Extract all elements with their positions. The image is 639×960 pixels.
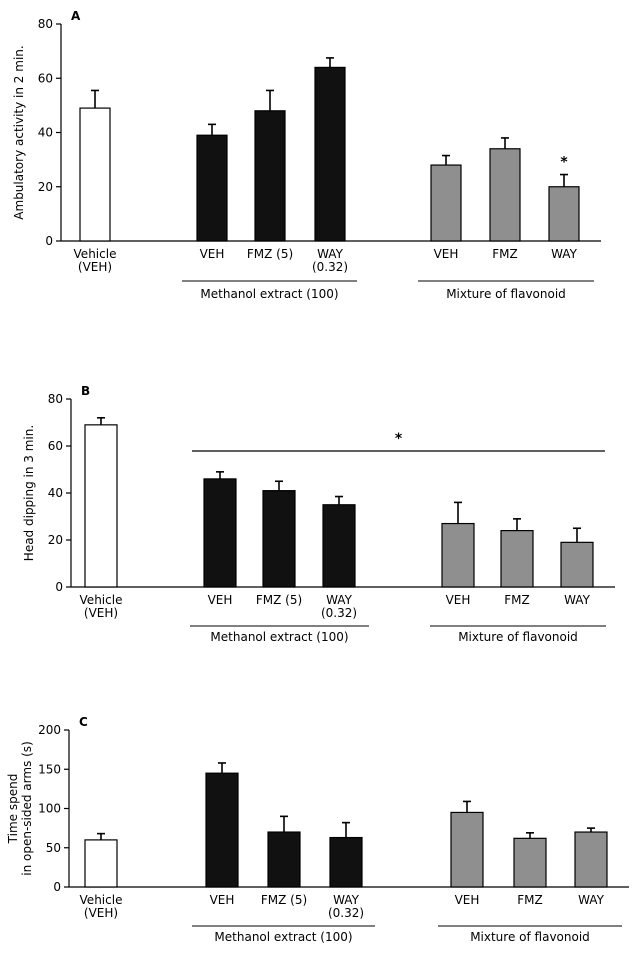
x-tick-label: (0.32) (328, 906, 364, 920)
x-tick-label: WAY (333, 893, 359, 907)
y-axis-label: in open-sided arms (s) (20, 741, 34, 876)
x-tick-label: VEH (434, 247, 459, 261)
y-tick-label: 0 (45, 234, 53, 248)
group-label: Mixture of flavonoid (446, 287, 566, 301)
x-tick-label: (VEH) (78, 260, 112, 274)
y-tick-label: 40 (38, 126, 53, 140)
group-label: Mixture of flavonoid (458, 630, 578, 644)
panel-a: A 0 20 40 60 80 Ambulatory activity in 2 min. V… (12, 9, 601, 301)
x-tick-label: Vehicle (80, 893, 123, 907)
x-tick-label: (VEH) (84, 906, 118, 920)
bar (196, 134, 228, 242)
x-tick-label: WAY (317, 247, 343, 261)
x-tick-label: FMZ (5) (256, 593, 302, 607)
x-tick-label: (VEH) (84, 606, 118, 620)
bar (489, 148, 521, 242)
y-tick-label: 20 (48, 533, 63, 547)
x-tick-label: FMZ (504, 593, 529, 607)
y-tick-label: 80 (38, 17, 53, 31)
y-tick-label: 0 (53, 880, 61, 894)
bar (84, 839, 118, 888)
panel-letter: B (81, 384, 90, 398)
y-tick-label: 50 (46, 841, 61, 855)
y-axis-label: Head dipping in 3 min. (22, 425, 36, 561)
group-label: Methanol extract (100) (214, 930, 352, 944)
x-tick-label: VEH (208, 593, 233, 607)
x-tick-label: WAY (326, 593, 352, 607)
panel-letter: C (79, 715, 88, 729)
bar (450, 811, 484, 888)
y-tick-label: 20 (38, 180, 53, 194)
y-axis-label: Ambulatory activity in 2 min. (12, 45, 26, 219)
x-tick-label: FMZ (492, 247, 517, 261)
bar (262, 490, 296, 588)
bar (254, 110, 286, 242)
y-axis-label: Time spend (6, 774, 20, 845)
bar (560, 541, 594, 588)
bar (513, 837, 547, 888)
x-tick-label: (0.32) (312, 260, 348, 274)
bar (84, 424, 118, 588)
significance-marker: * (395, 431, 403, 447)
y-tick-label: 60 (38, 71, 53, 85)
y-tick-label: 100 (38, 802, 61, 816)
panel-letter: A (71, 9, 81, 23)
y-tick-label: 0 (55, 580, 63, 594)
bar (329, 836, 363, 888)
bar (314, 66, 346, 242)
x-tick-label: WAY (551, 247, 577, 261)
bar (548, 186, 580, 242)
bar (205, 772, 239, 888)
x-tick-label: FMZ (5) (247, 247, 293, 261)
x-tick-label: VEH (200, 247, 225, 261)
bar (574, 831, 608, 888)
group-label: Methanol extract (100) (200, 287, 338, 301)
bar (267, 831, 301, 888)
group-label: Mixture of flavonoid (470, 930, 590, 944)
x-tick-label: FMZ (517, 893, 542, 907)
panel-c: C 0 50 100 150 200 Time spend in open-sided arm… (6, 715, 629, 944)
y-tick-label: 150 (38, 762, 61, 776)
x-tick-label: Vehicle (80, 593, 123, 607)
y-tick-label: 80 (48, 392, 63, 406)
bar (430, 164, 462, 242)
bar (203, 478, 237, 588)
x-tick-label: FMZ (5) (261, 893, 307, 907)
y-tick-label: 60 (48, 439, 63, 453)
x-tick-label: VEH (446, 593, 471, 607)
y-tick-label: 40 (48, 486, 63, 500)
bar (322, 504, 356, 588)
significance-marker: * (560, 155, 568, 171)
x-tick-label: Vehicle (74, 247, 117, 261)
x-tick-label: VEH (210, 893, 235, 907)
x-tick-label: VEH (455, 893, 480, 907)
x-tick-label: WAY (564, 593, 590, 607)
bar (441, 522, 475, 588)
x-tick-label: WAY (578, 893, 604, 907)
bar (500, 529, 534, 588)
y-tick-label: 200 (38, 723, 61, 737)
group-label: Methanol extract (100) (210, 630, 348, 644)
bar (79, 107, 111, 242)
x-tick-label: (0.32) (321, 606, 357, 620)
